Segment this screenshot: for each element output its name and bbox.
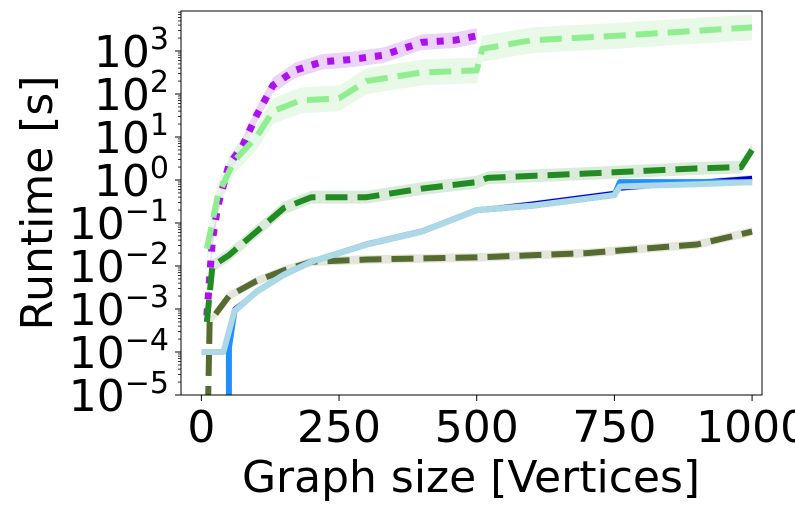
y-tick-label: 102 bbox=[94, 65, 169, 121]
x-tick-label: 0 bbox=[187, 402, 215, 453]
x-tick-label: 250 bbox=[297, 402, 381, 453]
plot-frame bbox=[180, 10, 763, 396]
lightblue-solid-line bbox=[201, 179, 753, 355]
y-tick-label: 100 bbox=[94, 151, 169, 207]
y-tick-label: 10−3 bbox=[69, 280, 169, 336]
y-tick-label: 101 bbox=[94, 108, 169, 164]
x-tick-label: 500 bbox=[435, 402, 519, 453]
y-tick-label: 103 bbox=[94, 22, 169, 78]
lightgreen-dashed-band bbox=[206, 14, 753, 262]
lightgreen-dashed-line bbox=[203, 24, 753, 250]
x-axis: 0 250 500 750 1000 bbox=[187, 395, 795, 453]
x-axis-label: Graph size [Vertices] bbox=[242, 452, 700, 503]
y-tick-label: 10−1 bbox=[69, 194, 169, 250]
green-dashed-band bbox=[206, 143, 753, 329]
y-tick-label: 10−2 bbox=[69, 237, 169, 293]
confidence-bands bbox=[206, 14, 753, 395]
y-axis-label: Runtime [s] bbox=[12, 75, 63, 330]
green-dashed-line bbox=[203, 148, 755, 323]
y-tick-label: 10−4 bbox=[69, 323, 169, 379]
olive-dashed-band bbox=[208, 227, 753, 395]
olive-dashed-line bbox=[205, 228, 753, 395]
x-tick-label: 1000 bbox=[696, 402, 795, 453]
series-lines bbox=[201, 24, 755, 395]
dodgerblue-solid-line bbox=[225, 179, 753, 395]
y-tick-label: 10−5 bbox=[69, 366, 169, 422]
x-tick-label: 750 bbox=[572, 402, 656, 453]
